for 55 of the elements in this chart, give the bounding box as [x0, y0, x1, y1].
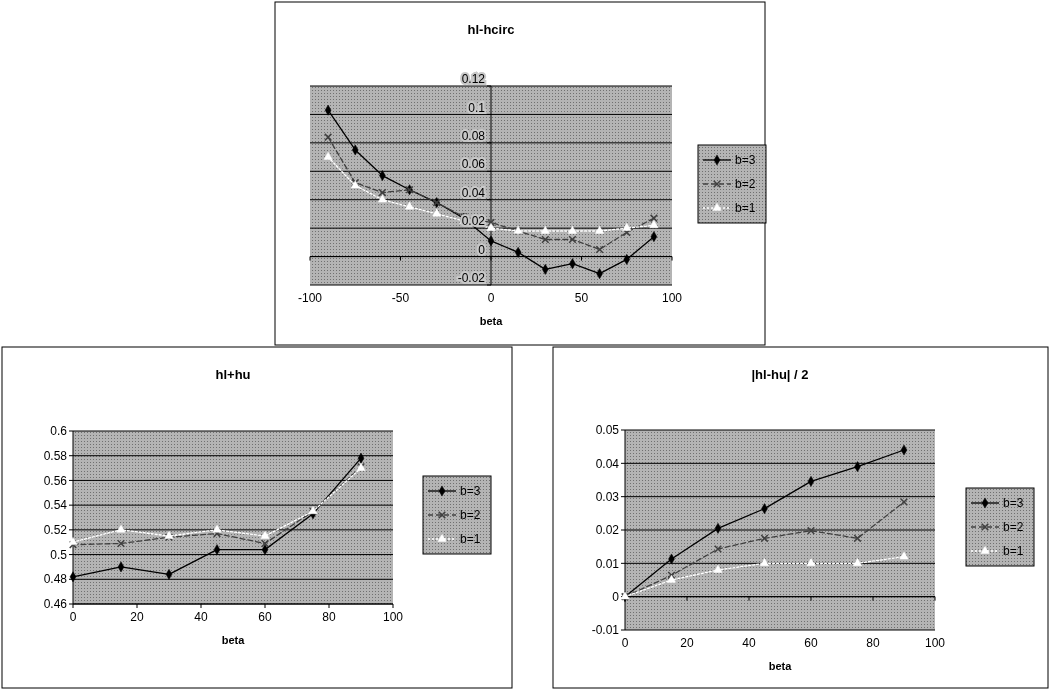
x-tick-label: -50: [391, 291, 410, 305]
legend-label: b=1: [735, 201, 756, 216]
y-tick-label: 0: [478, 242, 486, 257]
chart-title: hl-hcirc: [467, 22, 515, 37]
legend-label: b=3: [735, 153, 756, 168]
x-tick-label: 100: [382, 610, 404, 624]
y-tick-label: 0.46: [43, 597, 68, 612]
x-tick-label: 60: [258, 610, 272, 624]
legend-label: b=1: [460, 532, 481, 547]
y-tick-label: 0.02: [595, 523, 620, 538]
x-tick-label: 60: [804, 636, 818, 650]
y-tick-label: 0.06: [461, 157, 486, 172]
x-tick-label: 40: [194, 610, 208, 624]
y-tick-label: 0.04: [595, 456, 620, 471]
y-tick-label: 0.12: [461, 72, 486, 87]
legend-label: b=2: [1003, 520, 1024, 535]
y-tick-label: 0.58: [43, 448, 68, 463]
x-axis-title: beta: [479, 315, 504, 327]
x-tick-label: -100: [297, 291, 323, 305]
legend-label: b=2: [735, 177, 756, 192]
x-tick-label: 100: [661, 291, 683, 305]
y-tick-label: 0.54: [43, 498, 68, 513]
x-tick-label: 0: [487, 291, 495, 305]
chart-title: hl+hu: [215, 367, 251, 382]
x-tick-label: 20: [130, 610, 144, 624]
y-tick-label: 0.52: [43, 523, 68, 538]
y-tick-label: 0.48: [43, 572, 68, 587]
y-tick-label: 0: [612, 589, 620, 604]
y-tick-label: 0.56: [43, 473, 68, 488]
x-tick-label: 100: [924, 636, 946, 650]
y-tick-label: 0.05: [595, 423, 620, 438]
y-tick-label: -0.02: [457, 271, 486, 286]
y-tick-label: 0.08: [461, 129, 486, 144]
y-tick-label: 0.6: [50, 424, 68, 439]
legend-label: b=3: [1003, 496, 1024, 511]
x-tick-label: 50: [574, 291, 589, 305]
y-tick-label: 0.02: [461, 214, 486, 229]
x-tick-label: 80: [866, 636, 880, 650]
y-tick-label: 0.03: [595, 489, 620, 504]
x-axis-title: beta: [768, 660, 793, 672]
x-tick-label: 40: [742, 636, 756, 650]
x-tick-label: 0: [69, 610, 77, 624]
y-tick-label: 0.04: [461, 185, 486, 200]
y-tick-label: 0.01: [595, 556, 620, 571]
x-axis-title: beta: [221, 634, 246, 646]
legend-label: b=1: [1003, 544, 1024, 559]
x-tick-label: 20: [680, 636, 694, 650]
x-tick-label: 0: [621, 636, 629, 650]
y-tick-label: 0.1: [468, 100, 486, 115]
y-tick-label: -0.01: [591, 623, 620, 638]
legend-label: b=2: [460, 508, 481, 523]
legend-label: b=3: [460, 484, 481, 499]
y-tick-label: 0.5: [50, 547, 68, 562]
chart-title: |hl-hu| / 2: [751, 367, 809, 382]
x-tick-label: 80: [322, 610, 336, 624]
